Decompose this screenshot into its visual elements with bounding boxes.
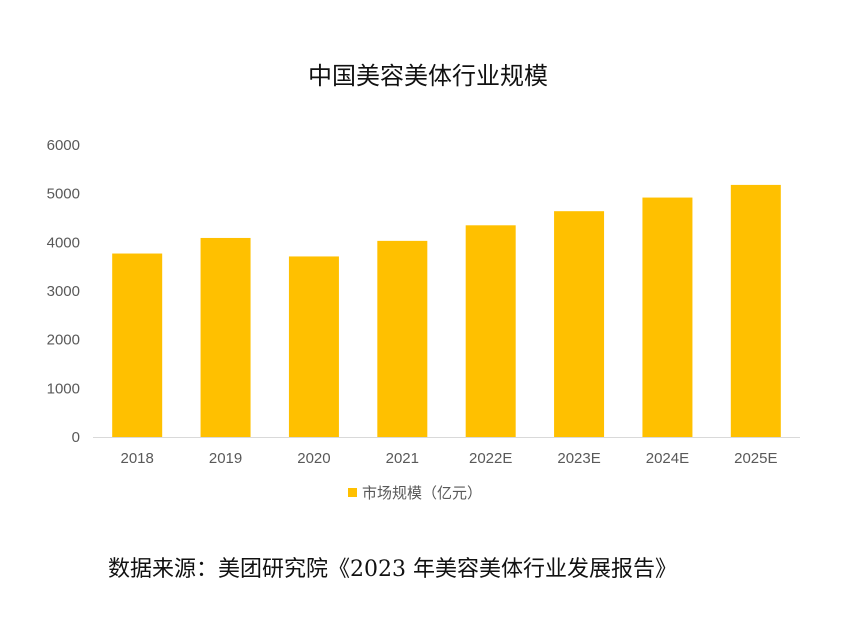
- source-note: 数据来源：美团研究院《2023 年美容美体行业发展报告》: [108, 557, 677, 582]
- y-tick-label: 0: [72, 429, 80, 446]
- x-tick-label: 2022E: [469, 450, 512, 467]
- x-tick-label: 2019: [209, 450, 242, 467]
- x-tick-label: 2018: [121, 450, 154, 467]
- y-tick-label: 3000: [47, 283, 80, 300]
- x-tick-label: 2024E: [646, 450, 689, 467]
- bar: [377, 240, 428, 437]
- x-tick-label: 2025E: [734, 450, 777, 467]
- bar: [554, 211, 605, 437]
- bars: [112, 184, 781, 437]
- legend-marker: [348, 488, 357, 497]
- y-tick-label: 2000: [47, 332, 80, 349]
- bar: [200, 237, 251, 437]
- chart-title: 中国美容美体行业规模: [308, 62, 548, 90]
- x-tick-label: 2020: [297, 450, 330, 467]
- x-axis-ticks: 2018 2019 2020 2021 2022E 2023E 2024E 2025E: [121, 450, 778, 467]
- x-tick-label: 2021: [386, 450, 419, 467]
- y-tick-label: 4000: [47, 234, 80, 251]
- x-tick-label: 2023E: [557, 450, 600, 467]
- y-tick-label: 6000: [47, 137, 80, 154]
- y-tick-label: 5000: [47, 186, 80, 203]
- bar: [642, 197, 693, 437]
- bar: [730, 184, 781, 437]
- legend-label: 市场规模（亿元）: [362, 484, 482, 502]
- bar: [112, 253, 163, 437]
- bar: [465, 225, 516, 437]
- y-tick-label: 1000: [47, 380, 80, 397]
- bar: [288, 256, 339, 437]
- y-axis-ticks: 0 1000 2000 3000 4000 5000 6000: [47, 137, 80, 446]
- legend: 市场规模（亿元）: [348, 484, 482, 502]
